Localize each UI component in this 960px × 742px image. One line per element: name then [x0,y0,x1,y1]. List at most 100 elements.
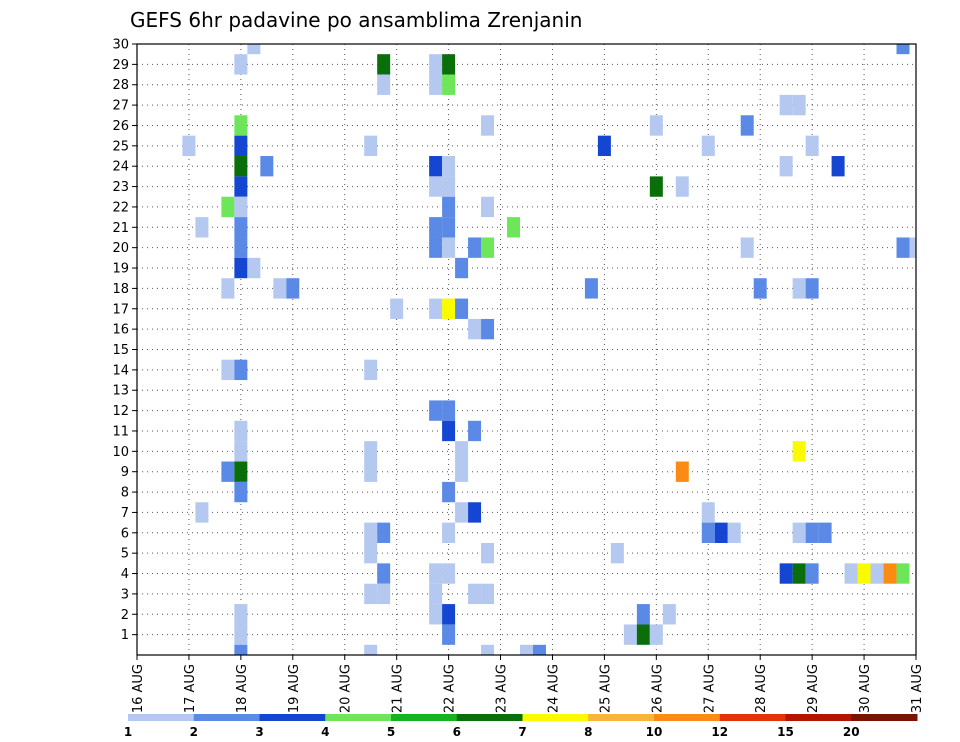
precipitation-cell [805,135,819,157]
precipitation-cell [260,156,274,177]
precipitation-cell [584,278,598,299]
x-tick-label: 18 AUG [235,664,250,713]
precipitation-cell [234,176,248,197]
precipitation-cell [481,542,495,564]
precipitation-cell [442,54,456,75]
precipitation-cell [429,176,443,197]
precipitation-cell [805,563,819,584]
x-tick-label: 16 AUG [131,664,146,713]
precipitation-cell [468,318,482,340]
colorbar-label: 4 [321,725,329,739]
precipitation-cell [455,441,469,462]
precipitation-cell [442,298,456,319]
precipitation-cell [377,74,391,95]
y-axis-ticks: 1234567891011121314151617181920212223242… [112,38,137,643]
precipitation-cell [481,644,495,655]
precipitation-cell [364,461,378,482]
x-tick-label: 28 AUG [754,664,769,713]
x-tick-label: 17 AUG [183,664,198,713]
x-tick-label: 26 AUG [650,664,665,713]
y-tick-label: 3 [121,587,129,602]
y-tick-label: 9 [121,465,129,480]
precipitation-cell [792,522,806,543]
precipitation-cell [896,44,910,55]
chart-title: GEFS 6hr padavine po ansamblima Zrenjani… [130,8,582,32]
precipitation-cell [234,196,248,218]
x-tick-label: 24 AUG [546,664,561,713]
precipitation-cell [896,563,910,584]
precipitation-cell [234,217,248,238]
colorbar-segment [128,714,195,721]
precipitation-cell [234,481,248,503]
y-tick-label: 1 [121,628,129,643]
precipitation-cell [442,604,456,625]
precipitation-cell [468,420,482,442]
precipitation-cell [442,156,456,177]
precipitation-cell [442,217,456,238]
precipitation-cell [597,135,611,157]
colorbar-segment [588,714,655,721]
precipitation-cell [377,583,391,605]
y-tick-label: 16 [112,323,129,338]
precipitation-cell [805,278,819,299]
precipitation-cell [247,44,261,55]
precipitation-cell [896,237,910,258]
colorbar-segment [851,714,918,721]
y-tick-label: 7 [121,506,129,521]
colorbar-segment [259,714,326,721]
y-tick-label: 5 [121,547,129,562]
colorbar-label: 6 [453,725,461,739]
precipitation-cell [234,624,248,645]
y-tick-label: 19 [112,262,129,277]
precipitation-cell [662,604,676,625]
y-tick-label: 22 [112,200,129,215]
precipitation-cell [221,359,235,381]
precipitation-cell [377,54,391,75]
precipitation-cell [636,624,650,645]
precipitation-cells [182,44,916,655]
precipitation-cell [675,176,689,197]
precipitation-cell [468,237,482,258]
precipitation-cell [234,461,248,482]
precipitation-cell [273,278,287,299]
y-tick-label: 24 [112,160,129,175]
precipitation-cell [234,420,248,442]
precipitation-cell [883,563,897,584]
precipitation-cell [701,522,715,543]
precipitation-cell [390,298,404,319]
precipitation-cell [481,115,495,136]
y-tick-label: 29 [112,58,129,73]
colorbar-segment [654,714,721,721]
precipitation-cell [455,298,469,319]
y-tick-label: 28 [112,78,129,93]
y-tick-label: 15 [112,343,129,358]
precipitation-cell [727,522,741,543]
precipitation-cell [234,54,248,75]
y-tick-label: 8 [121,486,129,501]
precipitation-cell [442,624,456,645]
y-tick-label: 4 [121,567,129,582]
x-tick-label: 19 AUG [287,664,302,713]
colorbar-segment [456,714,523,721]
precipitation-cell [649,176,663,197]
colorbar-label: 5 [387,725,395,739]
precipitation-cell [429,563,443,584]
precipitation-cell [234,644,248,655]
y-tick-label: 21 [112,221,129,236]
precipitation-cell [468,502,482,523]
precipitation-cell [247,257,261,279]
precipitation-cell [481,237,495,258]
precipitation-cell [221,278,235,299]
colorbar-segment [325,714,392,721]
precipitation-cell [442,522,456,543]
colorbar-legend: 1 2 3 4 5 6 7 8 10 12 15 20 [124,714,918,739]
precipitation-cell [701,502,715,523]
precipitation-cell [740,115,754,136]
precipitation-cell [805,522,819,543]
colorbar-label: 3 [255,725,263,739]
colorbar-segment [785,714,852,721]
precipitation-cell [364,359,378,381]
precipitation-cell [455,461,469,482]
precipitation-cell [286,278,300,299]
